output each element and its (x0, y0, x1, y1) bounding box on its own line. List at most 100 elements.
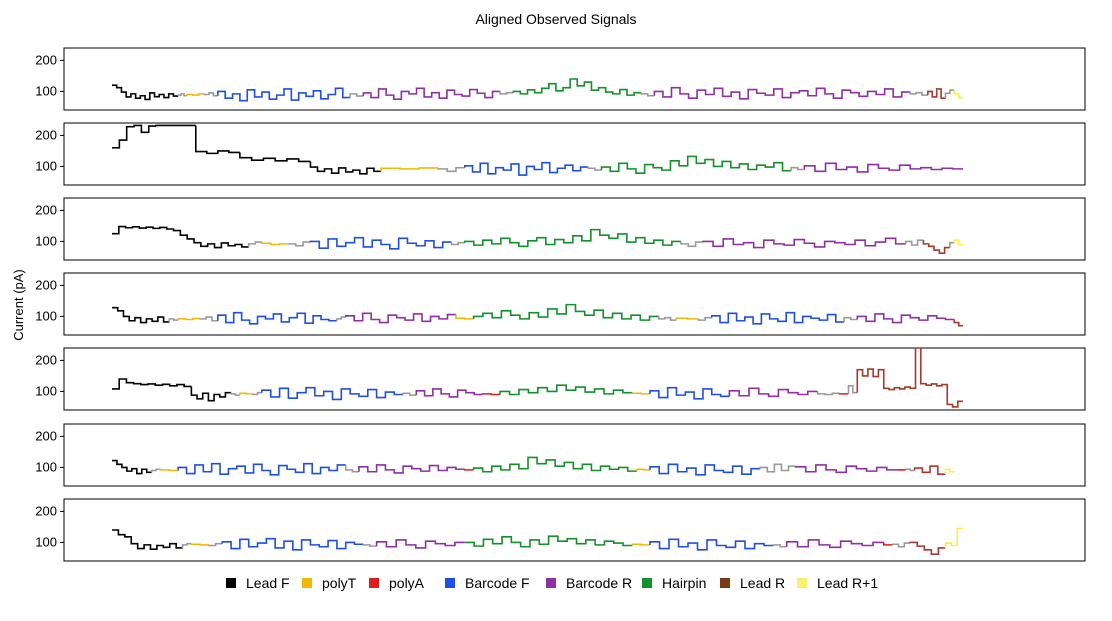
signal-segment-lead-r (909, 541, 946, 555)
signal-segment-unaligned (181, 542, 192, 548)
signal-segment-polya (882, 542, 893, 546)
signal-segment-polyt (159, 469, 179, 472)
panel-4: 100 200 (35, 272, 1086, 336)
signal-segment-unaligned (208, 542, 223, 547)
signal-segment-hairpin (464, 535, 633, 548)
signal-segment-polyt (380, 167, 439, 172)
signal-segment-polyt (239, 392, 254, 396)
signal-segment-unaligned (843, 316, 858, 322)
signal-segment-lead-r-1 (953, 239, 964, 246)
signal-segment-barcode-f (261, 386, 404, 401)
legend-swatch (720, 578, 730, 588)
signal-segment-unaligned (336, 316, 346, 321)
legend-label: Barcode R (566, 575, 632, 591)
panel-traces (112, 303, 964, 327)
signal-segment-unaligned (199, 316, 218, 322)
y-tick-label: 200 (35, 127, 57, 142)
signal-segment-lead-f (112, 378, 192, 390)
y-tick-label: 200 (35, 202, 57, 217)
signal-segment-hairpin (472, 456, 637, 473)
panel-frame (63, 347, 1086, 411)
panel-frame (63, 122, 1086, 186)
panel-traces (112, 348, 964, 408)
legend-swatch (226, 578, 236, 588)
legend-swatch (302, 578, 312, 588)
signal-segment-barcode-r (728, 387, 818, 398)
legend-label: Lead R+1 (817, 575, 878, 591)
signal-segment-barcode-f (309, 236, 452, 250)
legend-swatch (445, 578, 455, 588)
signal-segment-barcode-r (856, 313, 955, 324)
y-tick-label: 100 (35, 83, 57, 98)
panels-group: 100 200 100 200 100 200 100 200 100 200 100 200 100 2… (35, 47, 1086, 562)
signal-segment-barcode-r (362, 87, 501, 100)
y-tick-label: 100 (35, 233, 57, 248)
signal-segment-lead-r (953, 319, 964, 327)
signal-segment-lead-r-1 (953, 90, 964, 99)
signal-segment-unaligned (640, 92, 655, 97)
y-tick-label: 200 (35, 428, 57, 443)
signal-segment-polyt (190, 543, 210, 546)
y-tick-label: 100 (35, 534, 57, 549)
legend-item: Barcode R (546, 575, 632, 591)
legend-item: Lead R (720, 575, 785, 591)
signal-segment-unaligned (450, 241, 465, 246)
signal-segment-unaligned (362, 544, 377, 547)
signal-segment-lead-r-1 (944, 527, 964, 548)
y-tick-label: 100 (35, 158, 57, 173)
signal-segment-unaligned (790, 166, 805, 171)
signal-segment-unaligned (905, 239, 924, 246)
signal-segment-unaligned (944, 89, 955, 99)
legend-swatch (797, 578, 807, 588)
signal-segment-lead-r (913, 465, 946, 476)
signal-segment-polyt (261, 242, 289, 246)
signal-segment-barcode-r (702, 237, 906, 249)
signal-segment-polya (481, 393, 501, 396)
panel-traces (112, 78, 964, 102)
signal-segment-unaligned (437, 166, 465, 173)
y-tick-label: 200 (35, 352, 57, 367)
signal-segment-unaligned (697, 316, 712, 321)
y-tick-label: 200 (35, 503, 57, 518)
panel-traces (112, 225, 964, 254)
panel-2: 100 200 (35, 122, 1086, 186)
legend-label: Hairpin (662, 575, 706, 591)
signal-segment-barcode-r (803, 162, 964, 173)
legend-item: Lead R+1 (797, 575, 878, 591)
signal-segment-hairpin (512, 78, 642, 96)
signal-segment-barcode-r (653, 86, 911, 100)
legend-label: Lead F (246, 575, 290, 591)
signal-segment-unaligned (772, 544, 787, 548)
legend-label: polyA (389, 575, 425, 591)
panel-frame (63, 498, 1086, 562)
legend-swatch (642, 578, 652, 588)
panel-traces (112, 124, 964, 176)
signal-segment-polyt (177, 317, 201, 321)
y-tick-label: 100 (35, 459, 57, 474)
signal-segment-unaligned (344, 464, 359, 473)
signal-segment-polyt (186, 93, 205, 96)
signal-segment-polya (464, 469, 474, 471)
signal-segment-unaligned (949, 241, 955, 248)
signal-segment-unaligned (658, 316, 677, 321)
y-tick-label: 100 (35, 383, 57, 398)
signal-segment-hairpin (464, 228, 681, 248)
signal-segment-barcode-f (177, 462, 346, 476)
signal-segment-barcode-f (649, 386, 730, 400)
legend-swatch (546, 578, 556, 588)
signal-segment-barcode-f (710, 311, 845, 325)
signal-segment-lead-r-1 (944, 468, 955, 475)
signal-segment-lead-r (922, 240, 950, 254)
signal-segment-hairpin (472, 303, 659, 321)
signal-segment-barcode-r (358, 464, 465, 474)
legend-swatch (369, 578, 379, 588)
signal-segment-unaligned (909, 91, 928, 96)
signal-segment-barcode-r (415, 388, 483, 398)
legend-item: polyA (369, 575, 425, 591)
panel-frame (63, 197, 1086, 261)
signal-segment-unaligned (402, 392, 417, 396)
signal-segment-unaligned (252, 391, 262, 396)
signal-segment-unaligned (891, 542, 911, 548)
signal-segment-barcode-f (217, 311, 337, 325)
signal-segment-lead-f (239, 152, 311, 163)
